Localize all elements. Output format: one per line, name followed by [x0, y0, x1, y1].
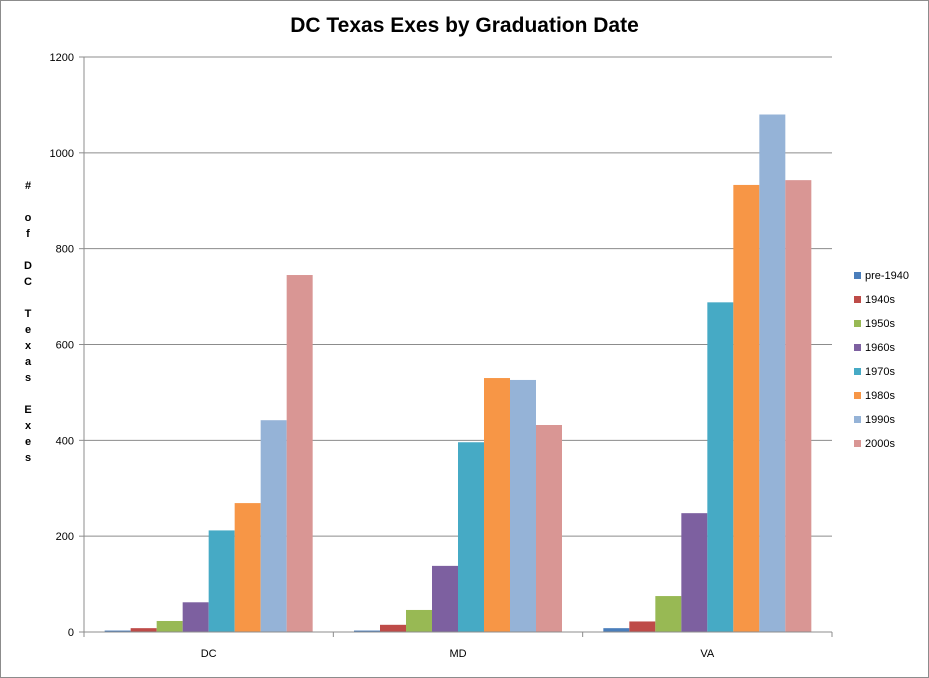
bar-pre-1940-DC	[104, 630, 131, 632]
legend-swatch-1980s	[854, 392, 861, 399]
y-axis-label-char: s	[24, 452, 32, 464]
legend-swatch-pre-1940	[854, 272, 861, 279]
legend-label-1990s: 1990s	[865, 414, 895, 426]
bar-1960s-MD	[432, 565, 458, 632]
legend-label-1940s: 1940s	[865, 294, 895, 306]
bar-1940s-MD	[380, 624, 406, 632]
legend-swatch-1970s	[854, 368, 861, 375]
legend-swatch-1990s	[854, 416, 861, 423]
x-tick-label: DC	[201, 648, 217, 660]
legend-label-pre-1940: pre-1940	[865, 270, 909, 282]
bar-1990s-DC	[260, 420, 287, 632]
legend-label-1980s: 1980s	[865, 390, 895, 402]
y-axis-label-char: T	[24, 308, 32, 320]
bar-1990s-MD	[510, 379, 536, 632]
y-axis-label-char: #	[24, 180, 32, 192]
y-axis-label-char: E	[24, 404, 32, 416]
legend-swatch-1950s	[854, 320, 861, 327]
y-tick-label: 0	[68, 627, 74, 639]
bar-1970s-DC	[208, 530, 235, 632]
y-axis-label-char: e	[24, 436, 32, 448]
y-axis-label-char: f	[26, 228, 30, 240]
y-axis-label-char: e	[24, 324, 32, 336]
y-tick-label: 200	[56, 531, 74, 543]
bar-1950s-DC	[156, 620, 183, 632]
chart-title: DC Texas Exes by Graduation Date	[290, 14, 639, 37]
bar-1960s-VA	[681, 513, 708, 632]
bar-2000s-MD	[536, 425, 562, 632]
bar-1960s-DC	[182, 602, 209, 632]
y-tick-label: 600	[56, 340, 74, 352]
axes: 0 200 400 600 800 1000 1200 DC MD VA	[50, 52, 833, 660]
x-tick-label: MD	[449, 648, 466, 660]
bar-1980s-MD	[484, 378, 510, 632]
y-tick-label: 1200	[50, 52, 74, 64]
bar-1980s-DC	[234, 503, 261, 632]
y-axis-label-char: D	[24, 260, 32, 272]
bar-pre-1940-MD	[354, 630, 380, 632]
bar-1990s-VA	[759, 114, 786, 632]
y-axis-label-char: a	[24, 356, 32, 368]
legend-swatch-1960s	[854, 344, 861, 351]
legend-swatch-2000s	[854, 440, 861, 447]
x-tick-label: VA	[700, 648, 715, 660]
bar-1940s-DC	[130, 628, 157, 632]
bar-1970s-VA	[707, 302, 734, 632]
bar-2000s-VA	[785, 180, 812, 633]
legend-swatch-1940s	[854, 296, 861, 303]
bar-pre-1940-VA	[603, 628, 630, 632]
y-axis-label-char: x	[24, 340, 32, 352]
legend-label-1970s: 1970s	[865, 366, 895, 378]
y-axis-label-char: s	[24, 372, 32, 384]
legend-label-1950s: 1950s	[865, 318, 895, 330]
y-axis-label-char: x	[24, 420, 32, 432]
bar-1940s-VA	[629, 621, 656, 632]
bar-1950s-VA	[655, 596, 682, 632]
bar-1970s-MD	[458, 442, 484, 632]
bar-2000s-DC	[286, 275, 313, 632]
legend-label-1960s: 1960s	[865, 342, 895, 354]
bar-1950s-MD	[406, 609, 432, 632]
y-tick-label: 800	[56, 244, 74, 256]
y-axis-label-char: o	[24, 212, 32, 224]
y-tick-label: 1000	[50, 148, 74, 160]
y-tick-label: 400	[56, 435, 74, 447]
bars	[104, 114, 812, 633]
y-axis-label-char: C	[24, 276, 32, 288]
legend-label-2000s: 2000s	[865, 438, 895, 450]
bar-1980s-VA	[733, 184, 760, 632]
legend: pre-1940 1940s 1950s 1960s 1970s 1980s 1990s 20…	[854, 270, 909, 450]
